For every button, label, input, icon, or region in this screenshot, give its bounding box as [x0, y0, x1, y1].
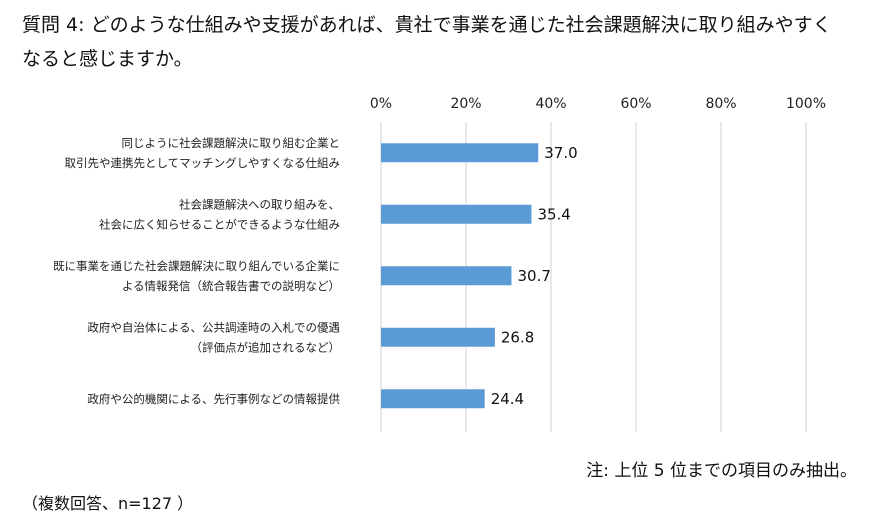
- question-title: 質問 4: どのような仕組みや支援があれば、貴社で事業を通じた社会課題解決に取り…: [22, 8, 872, 76]
- category-label: （評価点が追加されるなど）: [191, 340, 341, 354]
- x-tick-label: 20%: [450, 96, 481, 112]
- category-label: 社会に広く知らせることができるような仕組み: [99, 217, 340, 231]
- bar: [381, 266, 512, 286]
- x-tick-label: 100%: [786, 96, 826, 112]
- category-label: 社会課題解決への取り組みを、: [179, 197, 340, 211]
- value-label: 26.8: [501, 328, 534, 346]
- x-tick-label: 0%: [370, 96, 392, 112]
- x-tick-label: 80%: [705, 96, 736, 112]
- value-label: 37.0: [544, 144, 577, 162]
- category-label: 政府や公的機関による、先行事例などの情報提供: [87, 392, 340, 406]
- category-label: 同じように社会課題解決に取り組む企業と: [122, 136, 341, 150]
- value-label: 24.4: [491, 390, 524, 408]
- bar: [381, 204, 532, 224]
- category-label: 既に事業を通じた社会課題解決に取り組んでいる企業に: [53, 259, 340, 273]
- value-label: 35.4: [537, 205, 570, 223]
- bar: [381, 327, 495, 347]
- x-tick-label: 40%: [535, 96, 566, 112]
- bar: [381, 389, 485, 409]
- category-label: よる情報発信（統合報告書での説明など）: [122, 279, 340, 293]
- question-title-line-2: なると感じますか。: [22, 48, 193, 70]
- category-label: 取引先や連携先としてマッチングしやすくなる仕組み: [64, 156, 340, 170]
- bar: [381, 143, 539, 163]
- value-label: 30.7: [517, 267, 550, 285]
- category-label: 政府や自治体による、公共調達時の入札での優遇: [87, 320, 340, 334]
- question-title-line-1: 質問 4: どのような仕組みや支援があれば、貴社で事業を通じた社会課題解決に取り…: [22, 14, 832, 36]
- sample-size-note: （複数回答、n=127 ）: [22, 494, 194, 513]
- footnote: 注: 上位 5 位までの項目のみ抽出。: [586, 461, 857, 481]
- x-tick-label: 60%: [620, 96, 651, 112]
